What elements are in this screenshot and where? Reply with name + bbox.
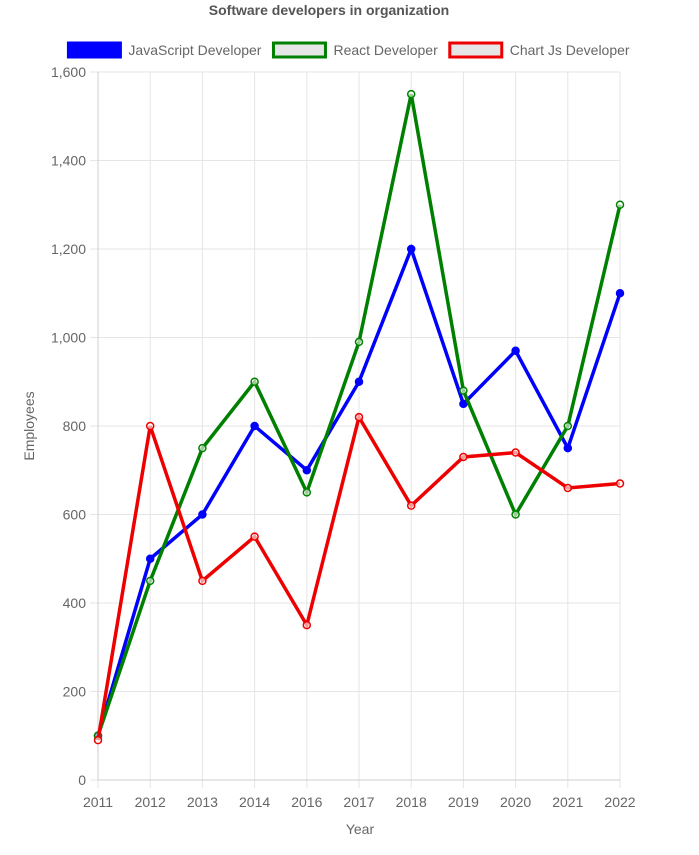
data-point[interactable]: [302, 466, 312, 475]
x-tick-label: 2011: [83, 794, 113, 810]
data-point[interactable]: [145, 554, 155, 563]
data-point[interactable]: [511, 510, 520, 519]
data-point[interactable]: [511, 448, 520, 457]
series-layer: [93, 89, 625, 745]
data-point[interactable]: [615, 200, 625, 209]
data-point[interactable]: [145, 421, 155, 431]
data-point[interactable]: [615, 289, 625, 298]
legend-label: JavaScript Developer: [128, 42, 261, 58]
data-point[interactable]: [406, 89, 416, 99]
data-point[interactable]: [250, 532, 259, 541]
legend-item[interactable]: Chart Js Developer: [448, 41, 630, 59]
data-point[interactable]: [250, 421, 259, 431]
x-axis-ticks: 2011 2012 2013 2014 2016 2017 2018 2019 2020 2021…: [83, 794, 636, 810]
data-point[interactable]: [459, 399, 468, 409]
y-tick-label: 1,400: [51, 153, 86, 169]
legend-label: Chart Js Developer: [510, 42, 630, 58]
data-point[interactable]: [563, 443, 573, 453]
y-tick-label: 200: [63, 684, 87, 700]
data-point[interactable]: [459, 452, 468, 462]
data-point[interactable]: [93, 735, 103, 745]
legend-swatch: [271, 41, 327, 59]
x-tick-label: 2022: [604, 794, 635, 810]
y-axis-title: Employees: [21, 391, 37, 460]
x-tick-label: 2019: [448, 794, 479, 810]
data-point[interactable]: [354, 412, 364, 422]
x-tick-label: 2017: [343, 794, 374, 810]
data-point[interactable]: [198, 576, 207, 586]
data-point[interactable]: [198, 443, 207, 453]
data-point[interactable]: [615, 479, 625, 488]
legend-swatch: [66, 41, 122, 59]
y-tick-label: 1,200: [51, 241, 86, 257]
data-point[interactable]: [354, 377, 364, 386]
y-tick-label: 1,000: [51, 330, 86, 346]
data-point[interactable]: [406, 244, 416, 254]
data-point[interactable]: [406, 501, 416, 510]
series-1: [93, 89, 625, 740]
x-tick-label: 2014: [239, 794, 270, 810]
data-point[interactable]: [511, 346, 520, 356]
data-point[interactable]: [563, 421, 573, 431]
data-point[interactable]: [563, 483, 573, 493]
legend: JavaScript Developer React Developer Chart…: [66, 41, 630, 59]
x-tick-label: 2020: [500, 794, 531, 810]
y-tick-label: 400: [63, 595, 87, 611]
legend-label: React Developer: [333, 42, 438, 58]
chart-title: Software developers in organization: [209, 2, 449, 18]
data-point[interactable]: [459, 386, 468, 395]
x-axis-title: Year: [346, 821, 375, 837]
data-point[interactable]: [145, 576, 155, 586]
y-tick-label: 1,600: [51, 64, 86, 80]
legend-item[interactable]: JavaScript Developer: [66, 41, 262, 59]
x-tick-label: 2016: [291, 794, 322, 810]
y-tick-label: 600: [63, 507, 87, 523]
data-point[interactable]: [302, 488, 312, 497]
x-tick-label: 2012: [135, 794, 166, 810]
data-point[interactable]: [354, 337, 364, 347]
y-tick-label: 0: [78, 772, 86, 788]
legend-item[interactable]: React Developer: [271, 41, 438, 59]
x-tick-label: 2021: [552, 794, 583, 810]
x-tick-label: 2013: [187, 794, 218, 810]
series-2: [93, 412, 625, 745]
y-tick-label: 800: [63, 418, 87, 434]
data-point[interactable]: [302, 620, 312, 630]
x-tick-label: 2018: [396, 794, 427, 810]
y-axis-ticks: 0 200 400 600 800 1,000 1,200 1,400 1,600: [51, 64, 86, 788]
data-point[interactable]: [250, 377, 259, 386]
data-point[interactable]: [198, 510, 207, 519]
legend-swatch: [448, 41, 504, 59]
